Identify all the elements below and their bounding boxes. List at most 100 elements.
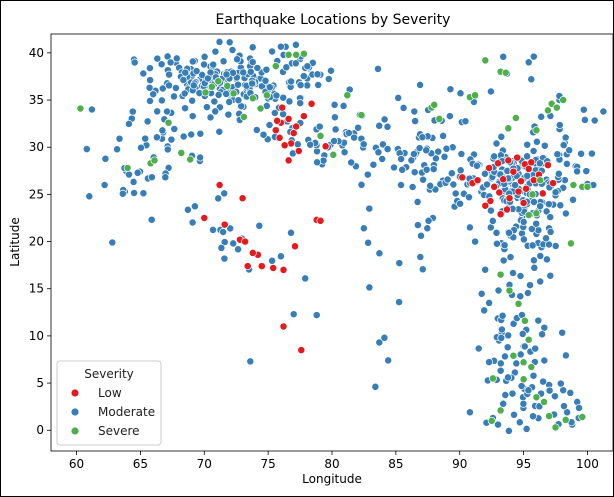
data-point-moderate xyxy=(130,58,139,67)
legend-label-low: Low xyxy=(98,386,122,400)
data-point-moderate xyxy=(409,150,418,158)
data-point-moderate xyxy=(378,155,387,163)
data-point-moderate xyxy=(196,129,205,138)
data-point-moderate xyxy=(259,130,268,139)
data-point-severe xyxy=(520,316,529,325)
data-point-moderate xyxy=(153,107,162,116)
data-point-moderate xyxy=(411,117,420,126)
legend: Severity Low Moderate Severe xyxy=(56,360,162,446)
x-tick-label: 95 xyxy=(516,457,531,471)
data-point-severe xyxy=(532,209,541,218)
data-point-moderate xyxy=(529,256,538,265)
data-point-severe xyxy=(569,181,578,189)
data-point-moderate xyxy=(125,170,133,179)
x-axis-ticks: 60 65 70 75 80 85 90 95 100 xyxy=(69,451,599,471)
data-point-moderate xyxy=(551,242,560,250)
data-point-moderate xyxy=(128,107,137,116)
data-point-moderate xyxy=(378,140,387,149)
data-point-moderate xyxy=(440,152,449,161)
data-point-moderate xyxy=(265,121,274,129)
data-point-moderate xyxy=(152,133,161,142)
legend-marker-low xyxy=(70,388,80,398)
data-point-severe xyxy=(543,106,552,115)
data-point-moderate xyxy=(416,80,425,89)
data-point-severe xyxy=(524,211,533,220)
data-point-moderate xyxy=(536,202,545,211)
data-point-moderate xyxy=(146,97,154,105)
data-point-low xyxy=(549,179,557,188)
data-point-moderate xyxy=(188,218,197,227)
data-point-severe xyxy=(532,393,541,402)
data-point-moderate xyxy=(261,76,270,85)
data-point-moderate xyxy=(100,181,109,189)
data-point-moderate xyxy=(200,60,208,69)
data-point-moderate xyxy=(85,192,94,201)
data-point-moderate xyxy=(451,189,460,198)
data-point-moderate xyxy=(504,373,512,382)
data-point-severe xyxy=(223,81,232,90)
data-point-moderate xyxy=(562,159,571,168)
data-point-moderate xyxy=(327,66,335,75)
data-point-moderate xyxy=(447,169,456,178)
data-point-moderate xyxy=(202,103,211,112)
data-point-moderate xyxy=(500,241,509,250)
data-point-moderate xyxy=(540,356,549,365)
data-point-moderate xyxy=(544,200,553,209)
data-points xyxy=(76,37,608,435)
data-point-moderate xyxy=(503,343,512,352)
data-point-moderate xyxy=(130,189,139,197)
y-tick-label: 35 xyxy=(29,93,44,107)
data-point-moderate xyxy=(505,228,513,237)
data-point-severe xyxy=(357,111,366,120)
data-point-moderate xyxy=(314,81,323,89)
data-point-moderate xyxy=(220,189,229,198)
data-point-moderate xyxy=(497,132,506,141)
data-point-moderate xyxy=(500,352,509,361)
data-point-moderate xyxy=(485,358,494,367)
data-point-severe xyxy=(519,375,528,384)
data-point-moderate xyxy=(506,253,515,262)
data-point-moderate xyxy=(291,40,300,49)
data-point-moderate xyxy=(179,132,188,141)
data-point-moderate xyxy=(222,89,231,98)
data-point-moderate xyxy=(529,371,538,380)
data-point-severe xyxy=(262,91,271,100)
data-point-low xyxy=(279,265,288,274)
data-point-moderate xyxy=(419,175,428,184)
data-point-moderate xyxy=(196,153,205,162)
data-point-moderate xyxy=(331,125,340,134)
data-point-low xyxy=(316,216,325,225)
data-point-low xyxy=(522,184,531,193)
data-point-moderate xyxy=(315,122,324,131)
data-point-moderate xyxy=(166,58,175,67)
data-point-moderate xyxy=(398,165,407,174)
y-tick-label: 40 xyxy=(29,46,44,60)
y-axis-label: Latitude xyxy=(8,217,22,266)
data-point-moderate xyxy=(133,168,142,177)
data-point-moderate xyxy=(383,122,392,131)
data-point-moderate xyxy=(599,107,608,116)
data-point-severe xyxy=(519,358,528,367)
data-point-severe xyxy=(551,423,560,432)
data-point-severe xyxy=(496,406,505,415)
data-point-severe xyxy=(471,91,480,100)
data-point-moderate xyxy=(496,359,505,368)
data-point-moderate xyxy=(565,146,574,155)
data-point-moderate xyxy=(124,119,133,128)
data-point-moderate xyxy=(357,180,366,189)
legend-marker-severe xyxy=(70,426,80,436)
data-point-moderate xyxy=(563,408,572,417)
data-point-severe xyxy=(501,68,510,77)
data-point-moderate xyxy=(535,159,544,168)
data-point-moderate xyxy=(217,243,226,252)
data-point-moderate xyxy=(282,63,291,72)
data-point-low xyxy=(499,175,508,184)
data-point-moderate xyxy=(226,224,235,233)
data-point-severe xyxy=(292,50,301,59)
data-point-moderate xyxy=(456,166,465,175)
data-point-moderate xyxy=(498,311,507,320)
data-point-severe xyxy=(256,104,265,113)
data-point-moderate xyxy=(486,223,495,232)
data-point-moderate xyxy=(558,328,567,337)
